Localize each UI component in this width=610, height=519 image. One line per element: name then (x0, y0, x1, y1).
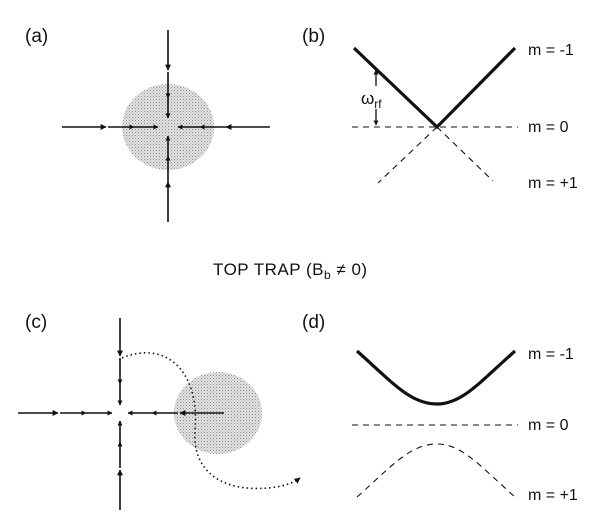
top-trap-title: TOP TRAP (Bb ≠ 0) (213, 260, 368, 282)
energy-curve-m-plus1-left-b (377, 126, 438, 184)
state-label-m-plus1-b: m = +1 (528, 175, 578, 192)
omega-rf-label: ωrf (361, 89, 382, 111)
quadrupole-arrows-c (18, 318, 224, 510)
state-label-m-plus1-d: m = +1 (528, 487, 578, 504)
panel-c: (c) (18, 312, 301, 510)
energy-curve-m-plus1-right-b (436, 126, 494, 182)
quadrupole-arrows-a (62, 30, 270, 222)
panel-d: (d) m = -1 m = 0 m = +1 (302, 312, 578, 504)
panel-a-label: (a) (25, 26, 48, 47)
state-label-m0-b: m = 0 (528, 119, 569, 136)
energy-curve-m-plus1-d (356, 443, 516, 498)
state-label-m-minus1-d: m = -1 (528, 346, 574, 363)
state-label-m0-d: m = 0 (528, 417, 569, 434)
panel-d-label: (d) (302, 312, 325, 333)
state-label-m-minus1-b: m = -1 (528, 42, 574, 59)
panel-c-label: (c) (25, 312, 47, 333)
panel-b: (b) ωrf m = -1 m = 0 m = +1 (302, 26, 578, 192)
rotating-zero-path (121, 352, 301, 490)
panel-a: (a) (25, 26, 270, 222)
energy-curve-m-minus1-d (355, 349, 517, 406)
panel-b-label: (b) (302, 26, 325, 47)
energy-curve-m-minus1-b (352, 46, 517, 130)
atom-cloud-a (122, 84, 214, 170)
